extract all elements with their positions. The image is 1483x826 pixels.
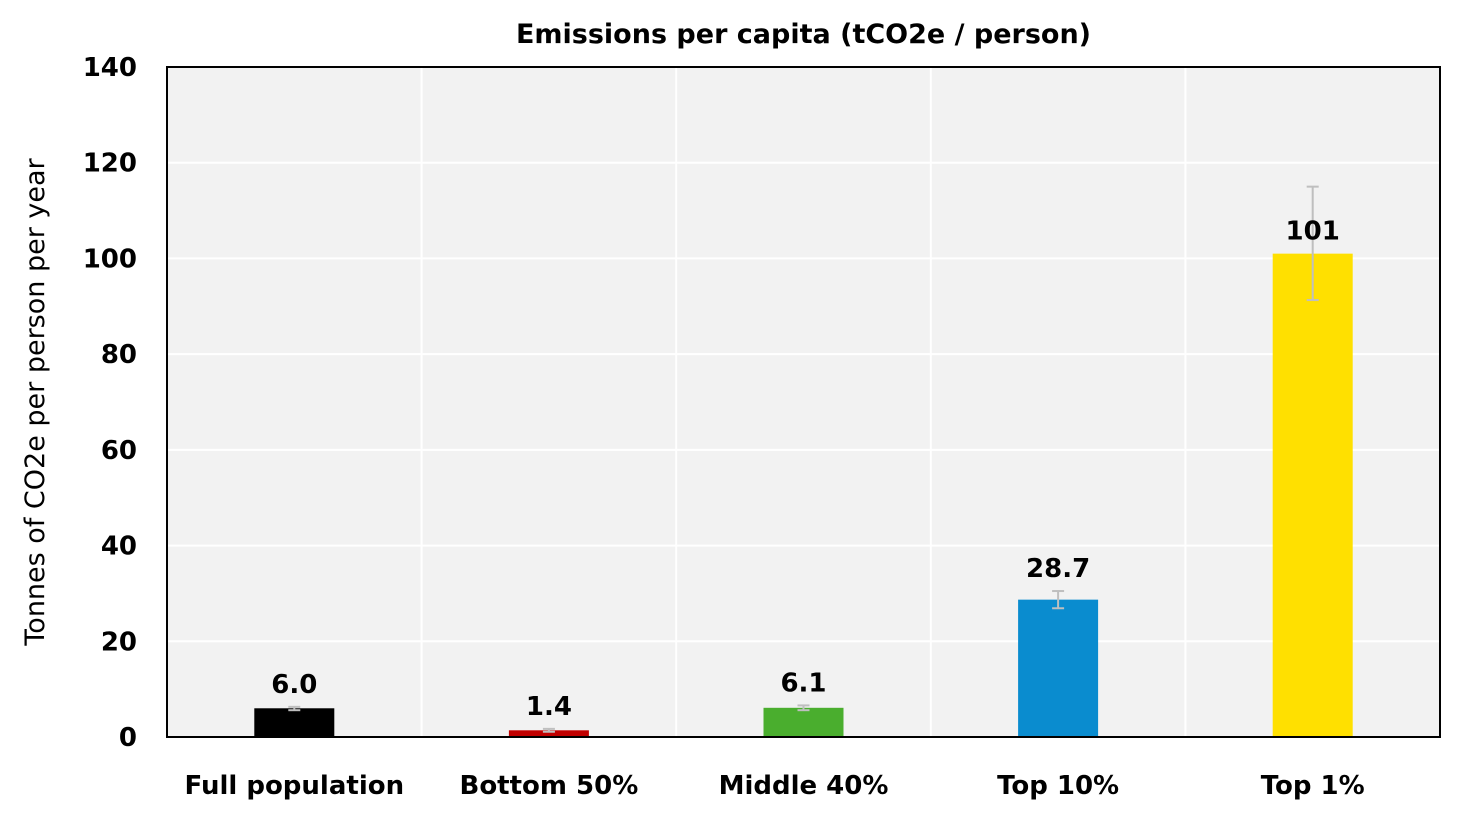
bar [508,730,589,737]
error-bars [288,185,1319,733]
plot-area [167,67,1440,737]
x-axis-categories: Full population Bottom 50% Middle 40% Top 1… [184,771,1364,801]
y-tick-label: 0 [119,723,137,753]
plot-frame [166,66,1441,738]
x-category-label: Top 10% [997,771,1119,801]
y-tick-label: 100 [83,244,137,274]
bar [1272,253,1353,737]
error-bar [288,705,301,712]
data-labels: 6.0 1.4 6.1 28.7 101 [271,217,1340,722]
data-label: 1.4 [526,692,572,722]
bar [1018,599,1099,737]
y-axis-label: Tonnes of CO2e per person per year [20,157,51,646]
x-category-label: Middle 40% [719,771,889,801]
bar [254,708,335,737]
data-label: 101 [1286,217,1340,247]
chart-title: Emissions per capita (tCO2e / person) [516,19,1091,50]
y-tick-label: 80 [101,340,137,370]
error-bar [1052,590,1065,610]
gridlines [167,67,1440,737]
error-bar [1306,185,1319,302]
error-bar [797,704,810,712]
x-category-label: Top 1% [1261,771,1365,801]
x-category-label: Bottom 50% [460,771,639,801]
y-tick-label: 60 [101,436,137,466]
data-label: 6.0 [271,670,317,700]
y-axis-ticks: 0 20 40 60 80 100 120 140 [83,53,137,753]
y-tick-label: 140 [83,53,137,83]
data-label: 28.7 [1026,554,1090,584]
y-tick-label: 40 [101,532,137,562]
error-bar [542,727,555,733]
data-label: 6.1 [780,668,826,698]
bar [763,707,844,737]
y-tick-label: 120 [83,149,137,179]
x-category-label: Full population [184,771,404,801]
y-tick-label: 20 [101,627,137,657]
bars [254,253,1353,737]
